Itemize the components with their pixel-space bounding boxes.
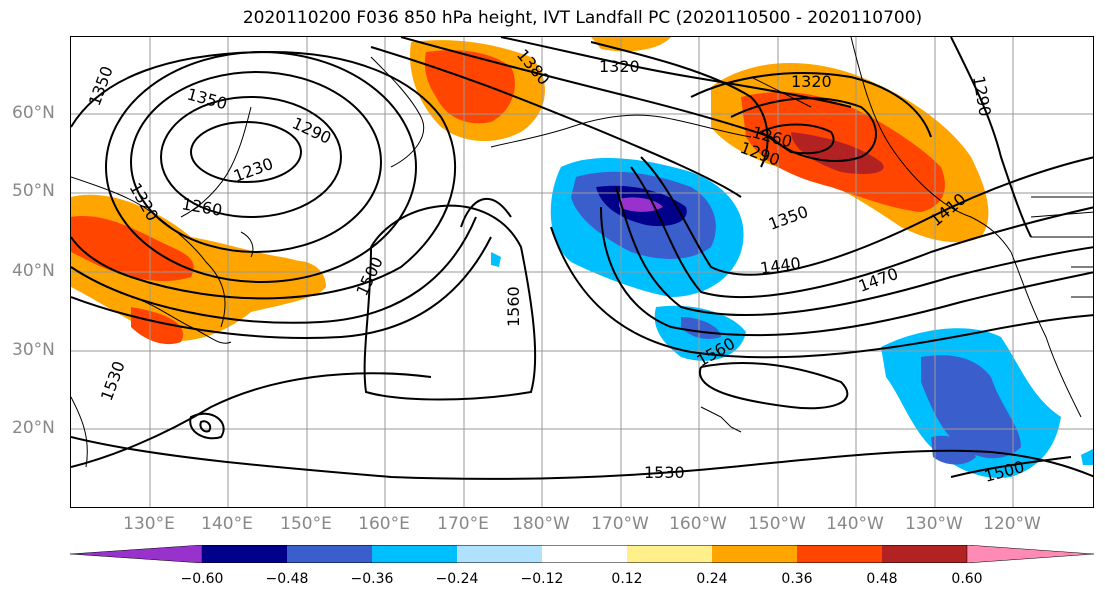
colorbar-tick: −0.60 <box>180 571 224 587</box>
colorbar-bin <box>287 545 372 563</box>
ivt-shading <box>71 37 1093 478</box>
colorbar-tick: 0.24 <box>696 571 728 587</box>
lon-label-140e: 140°E <box>201 514 253 534</box>
lon-label-160e: 160°E <box>358 514 410 534</box>
contour-label: 1320 <box>791 72 832 91</box>
lat-label-40n: 40°N <box>12 261 55 281</box>
colorbar-bin <box>712 545 797 563</box>
colorbar-bin <box>202 545 287 563</box>
lon-label-130w: 130°W <box>905 514 963 534</box>
colorbar-tick: −0.48 <box>265 571 309 587</box>
colorbar-bin <box>882 545 967 563</box>
lon-label-130e: 130°E <box>123 514 175 534</box>
contour-label: 1350 <box>766 202 811 234</box>
contour-label: 1350 <box>185 85 229 114</box>
contour-label: 1530 <box>97 359 129 404</box>
colorbar-tick: −0.36 <box>350 571 394 587</box>
lon-label-160w: 160°W <box>669 514 727 534</box>
lon-label-120w: 120°W <box>983 514 1041 534</box>
colorbar-extend-low <box>70 545 203 563</box>
height-contours <box>71 37 1093 480</box>
colorbar-bin <box>372 545 457 563</box>
colorbar-bin <box>627 545 712 563</box>
colorbar-bin <box>542 545 627 563</box>
contour-label: 1470 <box>856 264 901 296</box>
colorbar-bin <box>457 545 542 563</box>
colorbar-tick: −0.24 <box>435 571 479 587</box>
colorbar-tick: 0.60 <box>951 571 983 587</box>
contour-label: 1560 <box>504 286 523 327</box>
lat-label-60n: 60°N <box>12 103 55 123</box>
contour-label: 1260 <box>180 194 223 220</box>
lon-label-170e: 170°E <box>437 514 489 534</box>
contour-label: 1530 <box>644 463 685 482</box>
colorbar <box>70 545 1094 563</box>
contour-label: 1440 <box>759 253 802 277</box>
lon-label-150w: 150°W <box>748 514 806 534</box>
colorbar-tick: 0.12 <box>611 571 643 587</box>
lon-label-170w: 170°W <box>591 514 649 534</box>
colorbar-tick: −0.12 <box>520 571 564 587</box>
map-title: 2020110200 F036 850 hPa height, IVT Land… <box>242 8 923 28</box>
colorbar-extend-high <box>966 545 1094 563</box>
map-panel: 1350 1350 1290 1230 1320 1260 1380 1320 … <box>70 36 1094 508</box>
lon-label-180w: 180°W <box>512 514 570 534</box>
contour-label: 1290 <box>289 113 334 147</box>
colorbar-tick: 0.36 <box>781 571 813 587</box>
lat-label-50n: 50°N <box>12 181 55 201</box>
lon-label-140w: 140°W <box>826 514 884 534</box>
contour-label: 1290 <box>969 74 995 117</box>
colorbar-tick: 0.48 <box>866 571 898 587</box>
lat-label-20n: 20°N <box>12 418 55 438</box>
lat-label-30n: 30°N <box>12 340 55 360</box>
lon-label-150e: 150°E <box>280 514 332 534</box>
colorbar-bin <box>797 545 882 563</box>
map-canvas: 1350 1350 1290 1230 1320 1260 1380 1320 … <box>71 37 1093 507</box>
contour-label: 1320 <box>599 57 640 76</box>
